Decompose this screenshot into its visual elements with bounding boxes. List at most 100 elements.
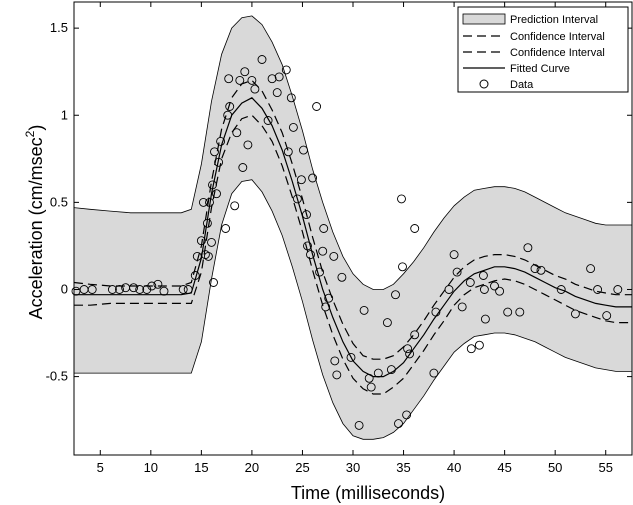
data-point bbox=[366, 382, 376, 392]
plot-area bbox=[71, 15, 633, 440]
legend-label-data: Data bbox=[510, 79, 534, 91]
y-tick-label: 1 bbox=[61, 107, 68, 122]
y-tick-label: 0 bbox=[61, 281, 68, 296]
y-axis-label-main: Acceleration (cm/msec bbox=[26, 137, 46, 319]
legend-label-prediction-interval: Prediction Interval bbox=[510, 14, 598, 26]
confidence-interval-upper-line bbox=[73, 79, 632, 360]
data-point bbox=[207, 237, 216, 247]
legend: Prediction Interval Confidence Interval … bbox=[457, 6, 629, 93]
data-point bbox=[444, 285, 454, 294]
data-point bbox=[410, 224, 420, 233]
x-tick-label: 10 bbox=[144, 460, 158, 475]
data-point bbox=[354, 420, 364, 430]
confidence-interval-lower-line bbox=[74, 114, 632, 395]
data-point bbox=[283, 147, 293, 157]
data-point bbox=[243, 140, 253, 150]
data-point bbox=[586, 264, 596, 274]
data-point bbox=[503, 307, 513, 317]
x-tick-label: 40 bbox=[447, 460, 461, 475]
data-point bbox=[394, 419, 403, 429]
data-point bbox=[190, 271, 200, 280]
data-point bbox=[214, 157, 224, 167]
data-point bbox=[129, 283, 139, 293]
data-point bbox=[296, 175, 306, 185]
data-point bbox=[230, 201, 240, 211]
y-tick-label: 1.5 bbox=[50, 20, 68, 35]
data-point bbox=[398, 262, 407, 272]
data-point bbox=[431, 307, 441, 317]
y-axis-ticks: -0.5 0 0.5 1 1.5 bbox=[46, 20, 632, 384]
data-point bbox=[318, 246, 328, 256]
data-point bbox=[115, 285, 124, 294]
x-tick-label: 5 bbox=[97, 460, 104, 475]
data-point bbox=[272, 88, 282, 98]
legend-item-data: Data bbox=[479, 79, 534, 91]
data-point bbox=[281, 65, 291, 75]
y-axis-label-exponent: 2 bbox=[23, 130, 37, 137]
y-axis-label: Acceleration (cm/msec2) bbox=[23, 125, 46, 320]
data-point bbox=[210, 147, 219, 157]
x-axis-label: Time (milliseconds) bbox=[291, 483, 445, 503]
data-point bbox=[299, 145, 308, 155]
data-point bbox=[373, 368, 383, 378]
data-point bbox=[240, 67, 250, 77]
data-point bbox=[480, 314, 490, 324]
x-tick-label: 25 bbox=[295, 460, 309, 475]
data-point bbox=[429, 368, 439, 378]
x-tick-label: 20 bbox=[245, 460, 259, 475]
data-point bbox=[212, 189, 221, 199]
data-point bbox=[308, 173, 318, 183]
data-point bbox=[200, 250, 210, 260]
data-point bbox=[474, 340, 484, 350]
data-point bbox=[147, 281, 157, 291]
data-point bbox=[397, 194, 406, 204]
data-point bbox=[319, 224, 329, 233]
data-point bbox=[232, 128, 242, 138]
data-point bbox=[593, 285, 603, 294]
data-point bbox=[203, 251, 213, 261]
data-point bbox=[183, 285, 193, 294]
x-tick-label: 35 bbox=[396, 460, 410, 475]
data-point bbox=[192, 251, 202, 261]
data-point bbox=[257, 55, 267, 64]
data-point bbox=[267, 74, 277, 84]
data-point bbox=[465, 278, 475, 287]
legend-item-prediction-interval: Prediction Interval bbox=[462, 13, 598, 26]
x-tick-label: 15 bbox=[194, 460, 208, 475]
data-point bbox=[479, 285, 489, 294]
data-point bbox=[208, 180, 217, 190]
data-point bbox=[315, 267, 325, 277]
data-point bbox=[324, 293, 334, 303]
data-point bbox=[292, 194, 302, 204]
data-point bbox=[312, 102, 322, 111]
data-point bbox=[359, 305, 369, 315]
data-point bbox=[386, 365, 396, 375]
x-tick-label: 45 bbox=[497, 460, 511, 475]
x-tick-label: 30 bbox=[346, 460, 360, 475]
data-point bbox=[405, 349, 415, 359]
data-point bbox=[457, 302, 467, 312]
data-point bbox=[613, 285, 623, 294]
data-point bbox=[302, 210, 311, 220]
data-point bbox=[263, 116, 273, 125]
data-point bbox=[478, 271, 488, 280]
data-point bbox=[221, 224, 231, 233]
data-point bbox=[410, 330, 420, 340]
legend-label-confidence-interval-2: Confidence Interval bbox=[510, 47, 605, 59]
legend-item-fitted-curve: Fitted Curve bbox=[463, 63, 570, 75]
data-point bbox=[364, 373, 374, 383]
data-point bbox=[274, 72, 284, 82]
data-point bbox=[330, 356, 340, 366]
y-tick-label: 0.5 bbox=[50, 194, 68, 209]
legend-item-confidence-interval-2: Confidence Interval bbox=[463, 47, 605, 59]
data-point bbox=[466, 344, 476, 354]
x-tick-label: 50 bbox=[548, 460, 562, 475]
data-point bbox=[515, 307, 525, 317]
legend-label-confidence-interval-1: Confidence Interval bbox=[510, 31, 605, 43]
data-point bbox=[536, 265, 546, 275]
data-point bbox=[216, 136, 226, 146]
data-point bbox=[382, 318, 392, 328]
data-point bbox=[490, 281, 499, 291]
data-point bbox=[402, 410, 412, 420]
